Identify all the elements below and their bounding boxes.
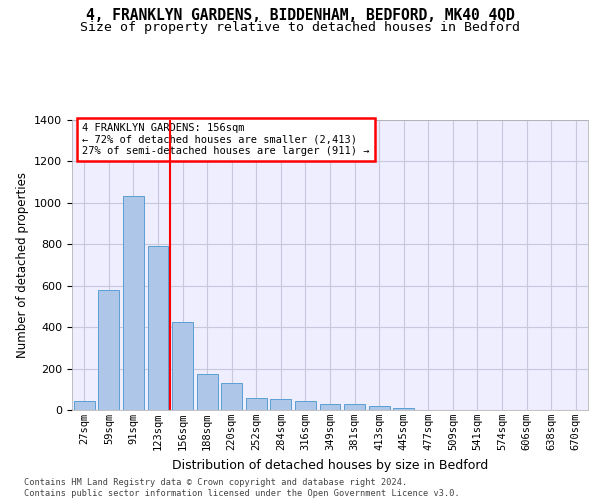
Y-axis label: Number of detached properties: Number of detached properties — [16, 172, 29, 358]
Bar — [344, 404, 365, 410]
Bar — [148, 246, 169, 410]
Text: Size of property relative to detached houses in Bedford: Size of property relative to detached ho… — [80, 21, 520, 34]
Bar — [74, 400, 95, 410]
Bar — [98, 290, 119, 410]
Bar — [271, 398, 292, 410]
Bar — [221, 384, 242, 410]
Bar — [172, 322, 193, 410]
Bar — [246, 398, 267, 410]
Text: Contains HM Land Registry data © Crown copyright and database right 2024.
Contai: Contains HM Land Registry data © Crown c… — [24, 478, 460, 498]
Text: 4, FRANKLYN GARDENS, BIDDENHAM, BEDFORD, MK40 4QD: 4, FRANKLYN GARDENS, BIDDENHAM, BEDFORD,… — [86, 8, 514, 22]
Bar — [295, 400, 316, 410]
Bar — [320, 404, 340, 410]
Text: 4 FRANKLYN GARDENS: 156sqm
← 72% of detached houses are smaller (2,413)
27% of s: 4 FRANKLYN GARDENS: 156sqm ← 72% of deta… — [82, 123, 370, 156]
Bar — [368, 406, 389, 410]
Bar — [197, 374, 218, 410]
X-axis label: Distribution of detached houses by size in Bedford: Distribution of detached houses by size … — [172, 458, 488, 471]
Bar — [123, 196, 144, 410]
Bar — [393, 408, 414, 410]
